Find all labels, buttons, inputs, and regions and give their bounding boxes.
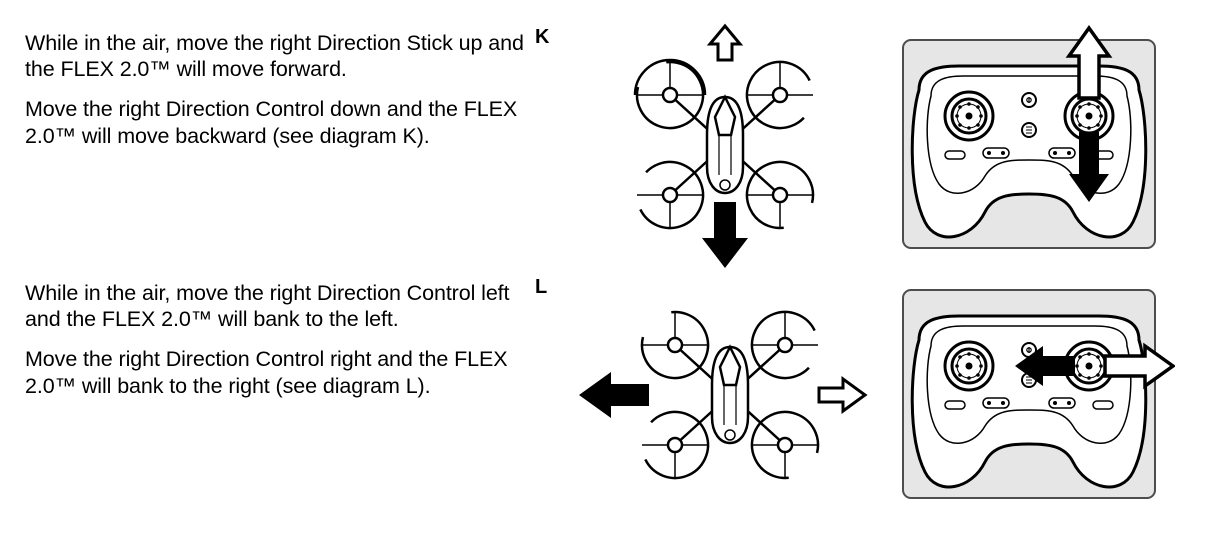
row-k: While in the air, move the right Directi… bbox=[25, 20, 1197, 270]
drone-svg-k bbox=[590, 20, 860, 270]
drone-diagram-l bbox=[575, 270, 875, 520]
controller-diagram-l bbox=[875, 270, 1175, 520]
text-column-k: While in the air, move the right Directi… bbox=[25, 20, 535, 163]
page: While in the air, move the right Directi… bbox=[0, 0, 1207, 541]
drone-arrow-right-icon bbox=[819, 379, 865, 411]
drone-svg-l bbox=[575, 280, 875, 510]
controller-diagram-k bbox=[875, 20, 1175, 270]
row-l: While in the air, move the right Directi… bbox=[25, 270, 1197, 520]
drone-arrow-up-icon bbox=[710, 26, 740, 60]
drone-diagram-k bbox=[575, 20, 875, 270]
diagram-label-k: K bbox=[535, 20, 575, 49]
drone-arrow-left-icon bbox=[579, 372, 649, 418]
controller-svg-k bbox=[875, 20, 1175, 270]
text-column-l: While in the air, move the right Directi… bbox=[25, 270, 535, 413]
paragraph-l-2: Move the right Direction Control right a… bbox=[25, 346, 535, 398]
paragraph-k-1: While in the air, move the right Directi… bbox=[25, 30, 535, 82]
diagram-label-l: L bbox=[535, 270, 575, 299]
paragraph-k-2: Move the right Direction Control down an… bbox=[25, 96, 535, 148]
drone-arrow-down-icon bbox=[702, 202, 748, 268]
paragraph-l-1: While in the air, move the right Directi… bbox=[25, 280, 535, 332]
controller-svg-l bbox=[875, 270, 1175, 520]
